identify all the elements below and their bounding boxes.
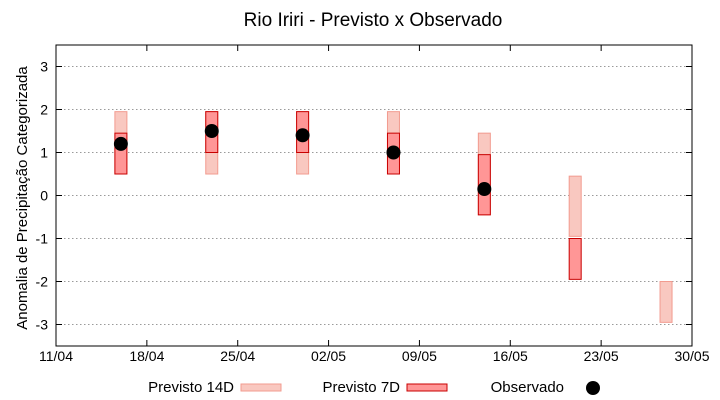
forecast-14d-bar <box>659 281 673 323</box>
forecast-7d-bar <box>568 238 582 280</box>
x-tick-labels: 11/04 18/04 25/04 02/05 09/05 16/05 23/05 30/05 <box>39 348 710 364</box>
observed-point <box>386 145 401 160</box>
chart-title: Rio Iriri - Previsto x Observado <box>244 10 503 31</box>
observed-point <box>477 182 492 197</box>
legend: Previsto 14D Previsto 7D Observado <box>148 379 600 396</box>
observed-point <box>113 136 128 151</box>
legend-marker-observed <box>586 381 600 395</box>
observed-point <box>204 124 219 138</box>
observed-points <box>113 124 492 197</box>
y-axis-label: Anomalia de Precipitação Categorizada <box>14 66 31 330</box>
observed-point <box>295 128 310 143</box>
grid-lines <box>56 66 692 325</box>
forecast-14d-bar <box>568 175 582 237</box>
y-tick-label: 1 <box>40 145 48 161</box>
legend-label-observed: Observado <box>491 379 564 396</box>
y-tick-label: 0 <box>40 188 48 204</box>
legend-swatch-forecast-14d <box>240 383 282 392</box>
x-tick-label: 16/05 <box>493 348 528 364</box>
x-tick-label: 25/04 <box>220 348 255 364</box>
x-tick-label: 30/05 <box>674 348 709 364</box>
x-tick-label: 11/04 <box>39 348 73 364</box>
legend-swatch-forecast-7d <box>406 383 448 392</box>
x-tick-label: 02/05 <box>311 348 346 364</box>
x-tick-label: 23/05 <box>584 348 619 364</box>
y-tick-label: 3 <box>40 59 48 75</box>
y-tick-label: -2 <box>36 274 49 290</box>
x-tick-label: 18/04 <box>129 348 164 364</box>
y-tick-labels: 3 2 1 0 -1 -2 -3 <box>36 59 49 333</box>
legend-label-forecast-7d: Previsto 7D <box>322 379 400 396</box>
y-tick-label: -3 <box>36 317 49 333</box>
legend-label-forecast-14d: Previsto 14D <box>148 379 234 396</box>
y-tick-label: -1 <box>36 231 49 247</box>
axis-ticks <box>55 45 693 346</box>
x-tick-label: 09/05 <box>402 348 437 364</box>
y-tick-label: 2 <box>40 102 48 118</box>
